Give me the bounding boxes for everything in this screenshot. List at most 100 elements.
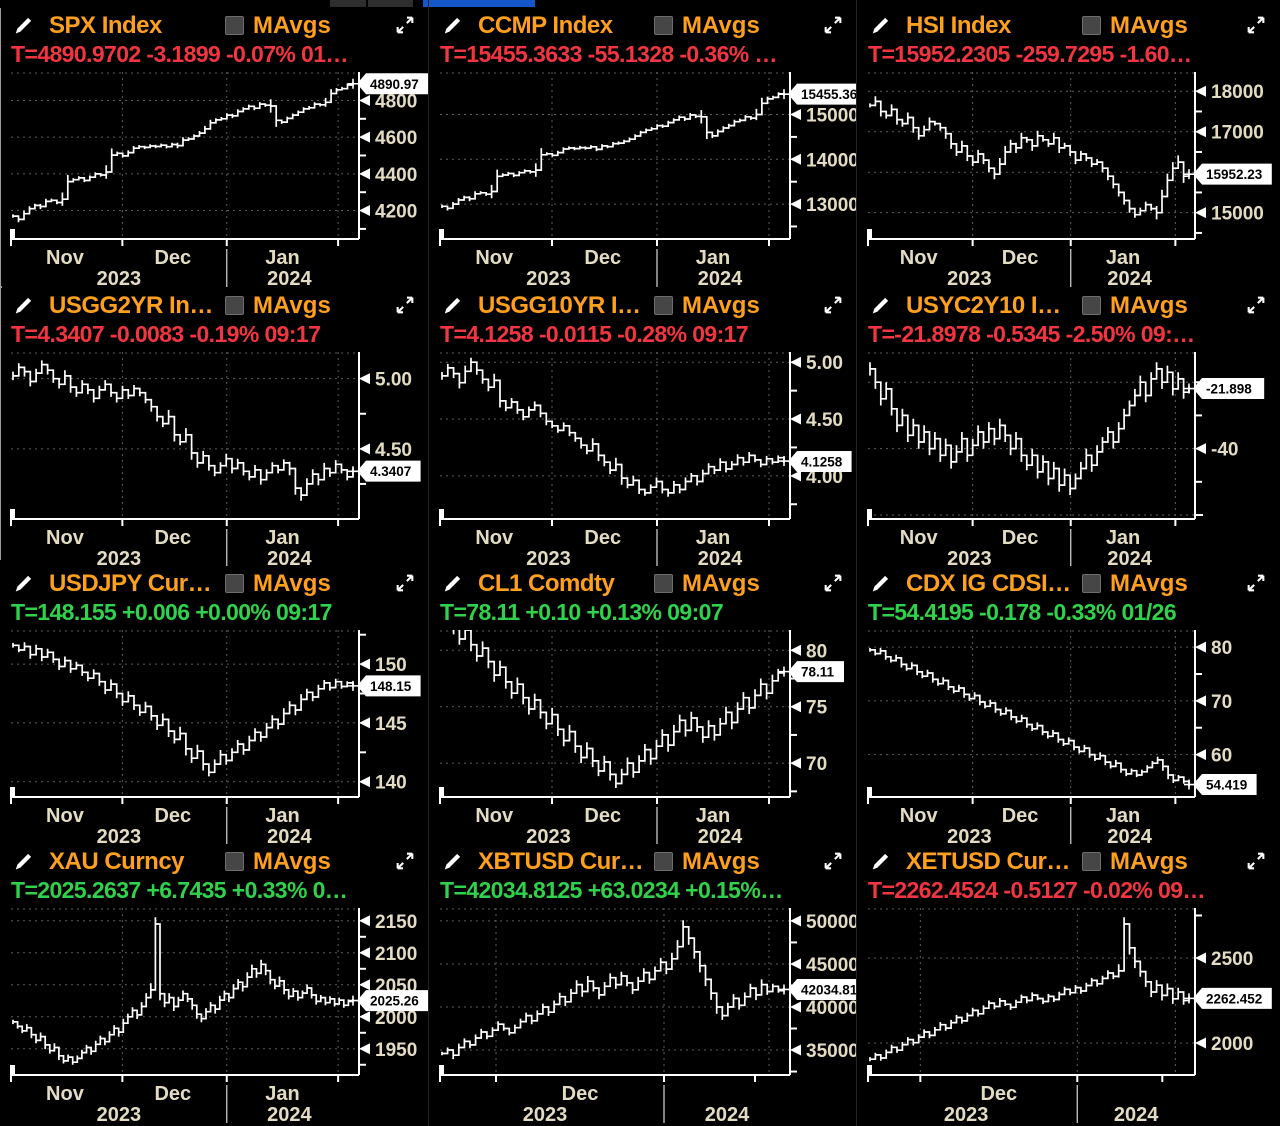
price-series-line	[441, 920, 785, 1060]
quote-line: T=42034.8125 +63.0234 +0.15%…	[440, 877, 783, 903]
mavgs-label: MAvgs	[1110, 570, 1188, 597]
x-month-label: Nov	[475, 527, 514, 549]
ticker-title[interactable]: USYC2Y10 I…	[906, 292, 1061, 319]
ticker-title[interactable]: USDJPY Cur…	[49, 570, 212, 597]
expand-icon[interactable]	[1245, 14, 1267, 41]
expand-icon[interactable]	[394, 572, 416, 599]
price-chart[interactable]: -40 Nov Dec Jan 2023 2024 -21.898	[858, 352, 1279, 569]
last-price-badge: 4.3407	[357, 460, 421, 482]
price-chart[interactable]: 5.00 4.50 4.00 Nov Dec Jan 2023 2024 4.1258	[430, 352, 856, 569]
edit-icon[interactable]	[870, 14, 892, 41]
ticker-title[interactable]: SPX Index	[49, 12, 162, 39]
expand-icon[interactable]	[394, 294, 416, 321]
y-tick-label: 17000	[1211, 123, 1264, 144]
price-chart[interactable]: 15000 14000 13000 Nov Dec Jan 2023 2024 15455.36	[430, 72, 856, 289]
price-series-line	[441, 92, 785, 211]
expand-icon[interactable]	[1245, 572, 1267, 599]
mavgs-checkbox[interactable]	[225, 296, 244, 315]
expand-icon[interactable]	[822, 14, 844, 41]
mavgs-checkbox[interactable]	[654, 574, 673, 593]
y-tick-label: 75	[806, 698, 828, 719]
panel-header: HSI Index MAvgs	[858, 10, 1279, 42]
mavgs-label: MAvgs	[682, 12, 760, 39]
ticker-title[interactable]: CL1 Comdty	[478, 570, 615, 597]
y-tick-label: 80	[1211, 638, 1232, 659]
x-year-label: 2023	[97, 1104, 142, 1125]
y-tick-label: 40000	[806, 998, 856, 1019]
edit-icon[interactable]	[442, 14, 464, 41]
edit-icon[interactable]	[13, 14, 35, 41]
price-series-line	[12, 82, 354, 223]
ticker-title[interactable]: HSI Index	[906, 12, 1011, 39]
mavgs-checkbox[interactable]	[654, 16, 673, 35]
mavgs-checkbox[interactable]	[1082, 296, 1101, 315]
ticker-title[interactable]: XBTUSD Cur…	[478, 848, 644, 875]
mavgs-checkbox[interactable]	[225, 574, 244, 593]
x-year-label: 2024	[698, 548, 743, 569]
x-month-label: Dec	[154, 1083, 191, 1105]
expand-icon[interactable]	[822, 294, 844, 321]
x-month-label: Jan	[696, 805, 730, 827]
edit-icon[interactable]	[13, 294, 35, 321]
quote-line: T=-21.8978 -0.5345 -2.50% 09:…	[868, 321, 1195, 347]
mavgs-checkbox[interactable]	[225, 852, 244, 871]
ticker-title[interactable]: CCMP Index	[478, 12, 613, 39]
x-month-label: Jan	[1106, 805, 1140, 827]
expand-icon[interactable]	[822, 850, 844, 877]
edit-icon[interactable]	[870, 850, 892, 877]
price-chart[interactable]: 18000170001600015000NovDecJan20232024159…	[858, 72, 1279, 289]
edit-icon[interactable]	[870, 572, 892, 599]
chart-panel-cdx-ig-cdsi-: CDX IG CDSI… MAvgs T=54.4195 -0.178 -0.33%…	[858, 566, 1279, 847]
x-year-label: 2024	[267, 268, 312, 289]
expand-icon[interactable]	[1245, 294, 1267, 321]
edit-icon[interactable]	[442, 294, 464, 321]
price-chart[interactable]: 4800 4600 4400 4200 Nov Dec Jan 2023 2024 4890.97	[1, 72, 428, 289]
expand-icon[interactable]	[1245, 850, 1267, 877]
x-year-label: 2024	[1114, 1104, 1159, 1125]
top-scroll-strip	[0, 0, 1280, 7]
expand-icon[interactable]	[394, 850, 416, 877]
mavgs-label: MAvgs	[253, 12, 331, 39]
mavgs-label: MAvgs	[1110, 848, 1188, 875]
ticker-title[interactable]: USGG10YR I…	[478, 292, 641, 319]
price-chart[interactable]: 5.00 4.50 Nov Dec Jan 2023 2024 4.3407	[1, 352, 428, 569]
expand-icon[interactable]	[822, 572, 844, 599]
chart-panel-xau-curncy: XAU Curncy MAvgs T=2025.2637 +6.7435 +0.33…	[1, 844, 428, 1125]
edit-icon[interactable]	[442, 850, 464, 877]
last-price-value: 4890.97	[370, 77, 419, 92]
mavgs-checkbox[interactable]	[225, 16, 244, 35]
x-year-label: 2024	[1107, 268, 1152, 289]
x-month-label: Nov	[46, 805, 85, 827]
ticker-title[interactable]: CDX IG CDSI…	[906, 570, 1071, 597]
mavgs-checkbox[interactable]	[654, 852, 673, 871]
x-month-label: Dec	[1002, 805, 1039, 827]
edit-icon[interactable]	[13, 850, 35, 877]
edit-icon[interactable]	[442, 572, 464, 599]
edit-icon[interactable]	[870, 294, 892, 321]
expand-icon[interactable]	[394, 14, 416, 41]
mavgs-checkbox[interactable]	[1082, 574, 1101, 593]
mavgs-checkbox[interactable]	[654, 296, 673, 315]
x-year-label: 2023	[526, 826, 571, 847]
ticker-title[interactable]: USGG2YR In…	[49, 292, 213, 319]
x-year-label: 2023	[97, 826, 142, 847]
last-price-badge: -21.898	[1193, 378, 1265, 400]
mavgs-label: MAvgs	[1110, 12, 1188, 39]
mavgs-label: MAvgs	[682, 570, 760, 597]
x-year-label: 2024	[1107, 548, 1152, 569]
price-chart[interactable]: 80 70 60 Nov Dec Jan 2023 2024 54.419	[858, 630, 1279, 847]
y-tick-label: 2000	[375, 1008, 417, 1029]
edit-icon[interactable]	[13, 572, 35, 599]
price-chart[interactable]: 150 145 140 Nov Dec Jan 2023 2024 148.15	[1, 630, 428, 847]
price-chart[interactable]: 80 75 70 Nov Dec Jan 2023 2024 78.11	[430, 630, 856, 847]
last-price-badge: 4890.97	[357, 73, 428, 95]
ticker-title[interactable]: XAU Curncy	[49, 848, 185, 875]
ticker-title[interactable]: XETUSD Cur…	[906, 848, 1070, 875]
mavgs-checkbox[interactable]	[1082, 16, 1101, 35]
mavgs-checkbox[interactable]	[1082, 852, 1101, 871]
y-tick-label: 5.00	[375, 370, 412, 391]
